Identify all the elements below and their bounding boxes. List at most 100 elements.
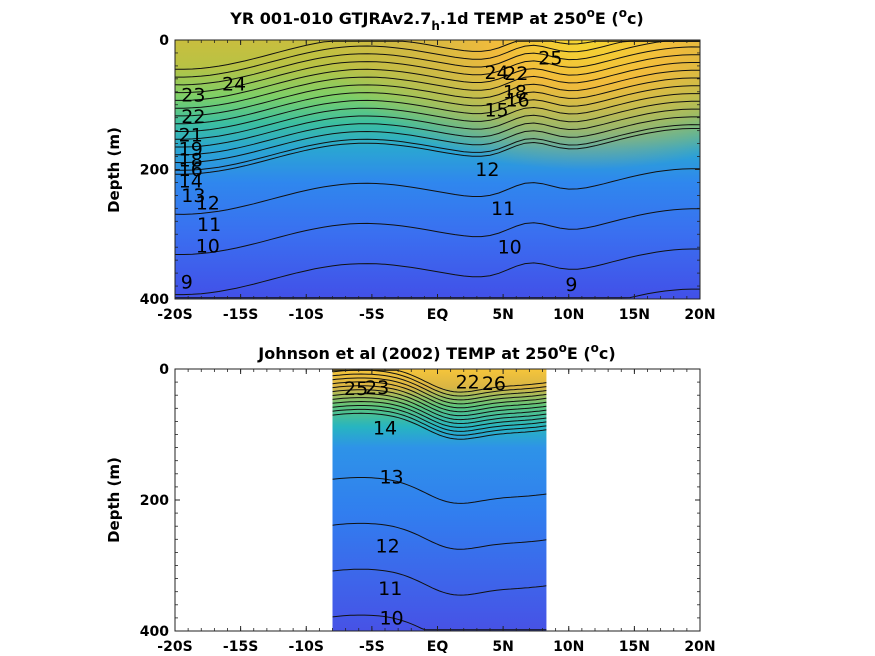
x-tick-label: 5N: [492, 639, 513, 655]
isotherm-line: [332, 393, 547, 421]
x-tick-label: 10N: [553, 639, 584, 655]
x-tick-label: -10S: [289, 639, 324, 655]
isotherm-line: [175, 168, 700, 215]
contour-label: 19: [179, 138, 203, 160]
x-tick-label: 15N: [619, 639, 650, 655]
chart-1-ticks: -20S -15S -10S -5S EQ 5N 10N 15N 20N 0 200 400: [140, 33, 716, 323]
contour-label: 10: [196, 235, 220, 257]
contour-label: 22: [504, 63, 528, 85]
isotherm-line: [332, 377, 547, 405]
isotherm-line: [175, 62, 700, 109]
contour-label: 18: [503, 81, 527, 103]
contour-label: 10: [498, 237, 522, 259]
contour-label: 23: [365, 377, 389, 399]
isotherm-line: [332, 522, 547, 550]
isotherm-line: [332, 405, 547, 432]
isotherm-line: [175, 40, 700, 86]
isotherm-line: [175, 108, 700, 156]
isotherm-line: [332, 477, 547, 504]
contour-label: 9: [565, 274, 577, 296]
isotherm-line: [175, 128, 700, 175]
y-tick-label: 0: [159, 362, 169, 378]
isotherm-line: [175, 46, 700, 94]
isotherm-line: [175, 69, 700, 117]
contour-label: 16: [505, 90, 529, 112]
y-tick-label: 0: [159, 33, 169, 49]
contour-label: 15: [484, 99, 508, 121]
isotherm-line: [175, 100, 700, 148]
x-tick-label: 15N: [619, 307, 650, 323]
isotherm-line: [175, 85, 700, 132]
contour-label: 22: [456, 372, 480, 394]
isotherm-line: [175, 124, 700, 171]
x-tick-label: -20S: [157, 639, 192, 655]
isotherm-line: [332, 408, 547, 436]
chart-2-temperature-field: [332, 369, 547, 631]
isotherm-line: [175, 116, 700, 164]
x-tick-label: 10N: [553, 307, 584, 323]
contour-label: 21: [179, 125, 203, 147]
contour-label: 23: [181, 85, 205, 107]
isotherm-line: [332, 568, 547, 596]
contour-label: 24: [484, 62, 508, 84]
contour-label: 14: [373, 418, 397, 440]
x-tick-label: -15S: [223, 307, 258, 323]
chart-1-contour-labels: 2423222119181614131211109252422181615121…: [179, 48, 578, 297]
x-tick-label: 5N: [492, 307, 513, 323]
chart-panel-2: Johnson et al (2002) TEMP at 250oE (oc) …: [105, 341, 716, 655]
contour-label: 18: [179, 149, 203, 171]
contour-label: 26: [482, 373, 506, 395]
isotherm-line: [332, 397, 547, 425]
isotherm-line: [332, 381, 547, 409]
chart-2-title: Johnson et al (2002) TEMP at 250oE (oc): [257, 341, 615, 363]
x-tick-label: EQ: [427, 639, 449, 655]
y-tick-label: 200: [140, 163, 169, 179]
x-tick-label: -20S: [157, 307, 192, 323]
chart-1-warm-pool: [175, 40, 700, 299]
x-tick-label: 20N: [684, 307, 715, 323]
x-tick-label: 20N: [684, 639, 715, 655]
isotherm-line: [175, 54, 700, 101]
isotherm-line: [332, 614, 547, 631]
contour-label: 25: [344, 378, 368, 400]
isotherm-line: [332, 369, 547, 397]
chart-1-ylabel: Depth (m): [105, 127, 123, 213]
chart-1-plot-area: 2423222119181614131211109252422181615121…: [175, 40, 700, 299]
contour-label: 12: [475, 159, 499, 181]
x-tick-label: -15S: [223, 639, 258, 655]
isotherm-line: [175, 77, 700, 125]
contour-label: 13: [181, 185, 205, 207]
contour-label: 11: [197, 214, 221, 236]
isotherm-line: [332, 412, 547, 440]
contour-label: 10: [379, 607, 403, 629]
chart-2-contour-lines: [332, 369, 547, 631]
x-tick-label: -10S: [289, 307, 324, 323]
y-tick-label: 200: [140, 493, 169, 509]
contour-label: 22: [181, 106, 205, 128]
contour-label: 25: [538, 48, 562, 70]
contour-label: 11: [491, 198, 515, 220]
contour-label: 13: [379, 467, 403, 489]
contour-label: 9: [181, 272, 193, 294]
isotherm-line: [332, 373, 547, 401]
isotherm-line: [332, 400, 547, 428]
isotherm-line: [332, 389, 547, 417]
contour-label: 11: [378, 578, 402, 600]
contour-label: 14: [179, 171, 203, 193]
contour-label: 16: [179, 159, 203, 181]
isotherm-line: [175, 40, 700, 78]
contour-label: 12: [196, 193, 220, 215]
isotherm-line: [175, 208, 700, 255]
chart-panel-1: YR 001-010 GTJRAv2.7h.1d TEMP at 250oE (…: [105, 6, 716, 323]
isotherm-line: [175, 40, 700, 70]
contour-label: 24: [222, 74, 246, 96]
x-tick-label: EQ: [427, 307, 449, 323]
chart-1-contour-lines: [175, 40, 700, 299]
x-tick-label: -5S: [359, 307, 385, 323]
chart-2-ylabel: Depth (m): [105, 457, 123, 543]
isotherm-line: [332, 385, 547, 413]
isotherm-line: [175, 93, 700, 140]
